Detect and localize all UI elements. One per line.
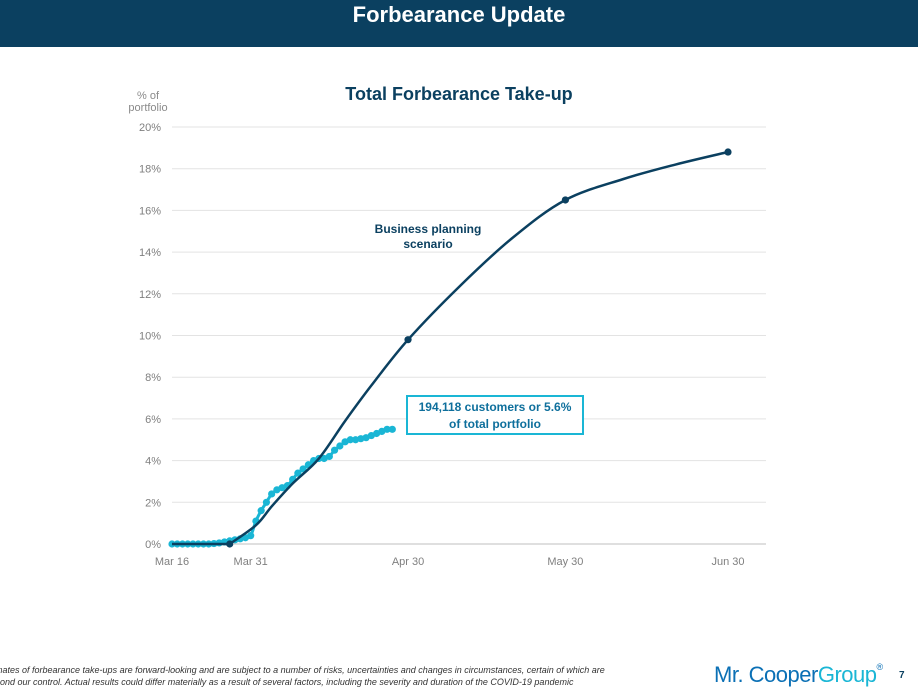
page-title: Forbearance Update [352,2,566,27]
axis-ticks: 0% 2% 4% 6% 8% 10% 12% 14% 16% 18% 20% Mar 16 Mar 31… [139,122,745,568]
actual-takeup-point [247,532,255,540]
page-number: 7 [899,670,905,681]
y-unit-line2: portfolio [128,102,168,114]
y-tick-label: 20% [139,122,161,134]
y-tick-label: 4% [145,456,161,468]
series-layer [168,148,732,548]
x-tick-label: Apr 30 [392,556,424,568]
actual-takeup-point [388,425,396,433]
y-tick-label: 6% [145,414,161,426]
mr-cooper-group-logo: Mr. CooperGroup® [714,662,883,688]
actual-takeup-point [257,507,265,515]
x-tick-label: May 30 [547,556,583,568]
y-tick-label: 2% [145,497,161,509]
x-tick-label: Mar 16 [155,556,189,568]
y-tick-label: 10% [139,331,161,343]
scenario-point [404,336,412,344]
actual-takeup-point [325,452,333,461]
footnote-line2: ond our control. Actual results could di… [0,677,574,687]
logo-cooper: Cooper [748,662,819,687]
actual-takeup-point [346,436,354,444]
actual-takeup-point [268,490,276,498]
scenario-annotation: Business planning scenario [363,222,493,252]
y-axis-unit-label: % of portfolio [120,90,176,114]
callout-line2: of total portfolio [449,417,541,431]
scenario-line [172,150,729,546]
y-unit-line1: % of [136,90,159,102]
scenario-annotation-line1: Business planning [374,222,482,236]
actual-takeup-point [331,446,339,454]
footnote-line1: mates of forbearance take-ups are forwar… [0,665,605,675]
logo-mr: Mr. [714,662,749,687]
chart-title: Total Forbearance Take-up [345,84,573,104]
scenario-point [561,196,569,204]
y-tick-label: 16% [139,205,161,217]
actual-takeup-point [262,498,271,506]
y-tick-label: 18% [139,164,161,176]
y-tick-label: 12% [139,289,161,301]
logo-group: Group [817,662,877,687]
logo-registered: ® [876,662,883,672]
callout-line1: 194,118 customers or 5.6% [418,400,572,414]
actual-takeup-point [336,442,344,450]
actual-takeup-point [383,425,391,433]
x-tick-label: Jun 30 [711,556,744,568]
grid-lines [172,126,766,545]
actual-takeup-point [294,469,302,477]
y-tick-label: 14% [139,247,161,259]
y-tick-label: 8% [145,372,161,384]
actual-callout-box: 194,118 customers or 5.6% of total portf… [406,395,584,435]
scenario-point [724,148,732,156]
y-tick-label: 0% [145,539,161,551]
disclaimer-footnote: mates of forbearance take-ups are forwar… [0,664,700,688]
scenario-annotation-line2: scenario [403,237,453,251]
header-bar: Forbearance Update [0,0,918,47]
scenario-point [226,540,234,548]
x-tick-label: Mar 31 [234,556,268,568]
